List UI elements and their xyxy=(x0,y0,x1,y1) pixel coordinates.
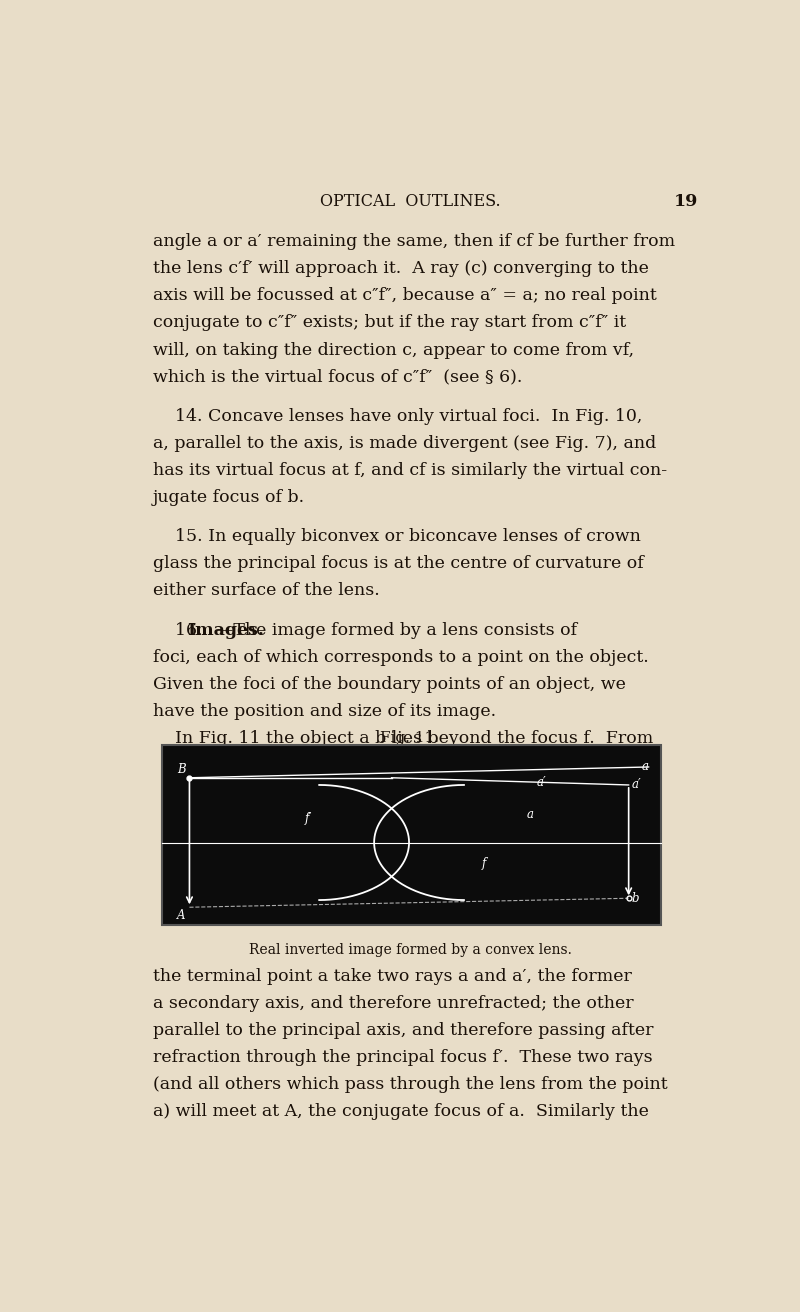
Text: jugate focus of b.: jugate focus of b. xyxy=(153,489,305,506)
Text: a secondary axis, and therefore unrefracted; the other: a secondary axis, and therefore unrefrac… xyxy=(153,994,634,1012)
Text: f′: f′ xyxy=(305,812,312,824)
Text: will, on taking the direction c, appear to come from vf,: will, on taking the direction c, appear … xyxy=(153,341,634,358)
Text: either surface of the lens.: either surface of the lens. xyxy=(153,583,379,600)
Text: the terminal point a take two rays a and a′, the former: the terminal point a take two rays a and… xyxy=(153,968,631,984)
Text: has its virtual focus at f, and cf is similarly the virtual con-: has its virtual focus at f, and cf is si… xyxy=(153,462,667,479)
Text: a′: a′ xyxy=(632,778,642,791)
Text: foci, each of which corresponds to a point on the object.: foci, each of which corresponds to a poi… xyxy=(153,649,649,665)
Text: refraction through the principal focus f′.  These two rays: refraction through the principal focus f… xyxy=(153,1048,652,1065)
Text: parallel to the principal axis, and therefore passing after: parallel to the principal axis, and ther… xyxy=(153,1022,654,1039)
Text: glass the principal focus is at the centre of curvature of: glass the principal focus is at the cent… xyxy=(153,555,643,572)
Text: a, parallel to the axis, is made divergent (see Fig. 7), and: a, parallel to the axis, is made diverge… xyxy=(153,434,656,451)
Text: axis will be focussed at c″f″, because a″ = a; no real point: axis will be focussed at c″f″, because a… xyxy=(153,287,657,304)
Text: angle a or a′ remaining the same, then if cf be further from: angle a or a′ remaining the same, then i… xyxy=(153,234,675,251)
Text: OPTICAL  OUTLINES.: OPTICAL OUTLINES. xyxy=(320,193,500,210)
Text: the lens c′f′ will approach it.  A ray (c) converging to the: the lens c′f′ will approach it. A ray (c… xyxy=(153,260,649,277)
Text: Images.: Images. xyxy=(186,622,263,639)
Text: a: a xyxy=(526,808,534,821)
Text: 15. In equally biconvex or biconcave lenses of crown: 15. In equally biconvex or biconcave len… xyxy=(153,529,641,546)
Text: (and all others which pass through the lens from the point: (and all others which pass through the l… xyxy=(153,1076,667,1093)
Text: which is the virtual focus of c″f″  (see § 6).: which is the virtual focus of c″f″ (see … xyxy=(153,369,522,386)
Text: —The image formed by a lens consists of: —The image formed by a lens consists of xyxy=(217,622,578,639)
Text: b: b xyxy=(632,892,639,905)
Text: f: f xyxy=(482,857,486,870)
Text: have the position and size of its image.: have the position and size of its image. xyxy=(153,703,496,720)
Text: In Fig. 11 the object a b lies beyond the focus f.  From: In Fig. 11 the object a b lies beyond th… xyxy=(153,729,653,747)
Text: 14. Concave lenses have only virtual foci.  In Fig. 10,: 14. Concave lenses have only virtual foc… xyxy=(153,408,642,425)
Text: 16.: 16. xyxy=(153,622,208,639)
Text: a′: a′ xyxy=(537,775,546,789)
Text: a) will meet at A, the conjugate focus of a.  Similarly the: a) will meet at A, the conjugate focus o… xyxy=(153,1103,649,1120)
Text: a: a xyxy=(642,761,649,774)
Text: A: A xyxy=(178,909,186,922)
Text: Fig. 11.: Fig. 11. xyxy=(381,731,439,745)
Bar xyxy=(162,745,661,925)
Text: Real inverted image formed by a convex lens.: Real inverted image formed by a convex l… xyxy=(249,943,571,958)
Text: 19: 19 xyxy=(674,193,698,210)
Text: B: B xyxy=(177,762,186,775)
Text: conjugate to c″f″ exists; but if the ray start from c″f″ it: conjugate to c″f″ exists; but if the ray… xyxy=(153,315,626,332)
Text: Given the foci of the boundary points of an object, we: Given the foci of the boundary points of… xyxy=(153,676,626,693)
